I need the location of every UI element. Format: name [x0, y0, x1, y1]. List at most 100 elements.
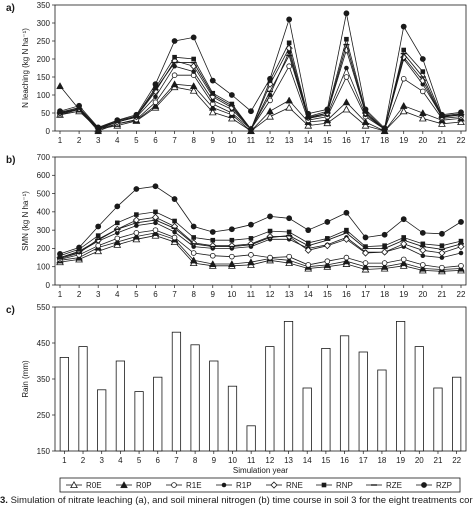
panel-c-x-tick-label: 16: [340, 456, 349, 465]
panel-b-point-r1e: [267, 254, 273, 261]
panel-b-point-rnp: [114, 220, 120, 226]
panel-b-point-r0p: [132, 232, 141, 240]
panel-c-bar-15: [321, 347, 331, 452]
panel-b-point-r1e: [343, 254, 350, 261]
panel-a-x-tick-label: 19: [399, 136, 408, 145]
panel-a-point-rnp: [153, 85, 158, 91]
panel-a-point-rzp: [400, 23, 407, 30]
panel-a-point-r0p: [399, 101, 408, 109]
panel-b-point-rzp: [152, 183, 159, 190]
panel-b-line-r1e: [59, 229, 462, 269]
panel-b-point-rnp: [363, 244, 368, 249]
panel-b-point-rnp: [305, 240, 311, 246]
panel-b-point-rzp: [57, 251, 63, 257]
panel-a-x-tick-label: 7: [172, 136, 177, 145]
panel-b-x-tick-label: 5: [134, 290, 139, 299]
panel-b-point-rne: [457, 243, 465, 251]
legend-box: [59, 477, 461, 493]
panel-c-bar-5: [134, 391, 144, 452]
panel-b-line-r0p: [59, 232, 462, 270]
panel-a-y-tick-label: 350: [37, 1, 51, 10]
panel-a-point-r0e: [342, 105, 351, 113]
panel-b-point-r0p: [228, 260, 236, 268]
panel-a-y-tick-label: 200: [37, 55, 51, 64]
panel-b-point-rnp: [325, 236, 330, 241]
panel-b-point-rzp: [133, 186, 140, 192]
panel-a-point-rnp: [229, 101, 235, 107]
panel-b-point-rnp: [134, 212, 139, 217]
panel-b-x-tick-label: 17: [361, 290, 370, 299]
panel-a-series-rzp: [57, 10, 464, 132]
panel-a-x-tick-label: 14: [304, 136, 313, 145]
panel-c-bar-7: [171, 331, 182, 452]
panel-a-x-tick-label: 2: [77, 136, 82, 145]
panel-c-bar-20: [414, 346, 424, 452]
panel-c-x-tick-label: 9: [212, 456, 217, 465]
panel-c-bar-14: [302, 387, 312, 452]
panel-c-x-axis-title: Simulation year: [233, 466, 288, 475]
panel-b-y-tick-label: 400: [37, 208, 51, 217]
panel-a-point-r1p: [344, 65, 349, 71]
legend-marker-r1p: [221, 482, 227, 488]
panel-c-x-tick-label: 4: [118, 456, 123, 465]
panel-a-x-tick-label: 8: [191, 136, 196, 145]
panel-c-bar-6: [153, 376, 163, 452]
panel-b-point-r1e: [229, 253, 235, 260]
panel-c-bar-10: [227, 385, 238, 452]
panel-a-point-r1p: [172, 63, 177, 69]
panel-a-point-r1p: [191, 69, 196, 74]
panel-a-point-r0e: [361, 121, 370, 129]
panel-a-point-rzp: [286, 16, 293, 23]
panel-b-point-r0p: [189, 256, 198, 264]
panel-b-point-r1e: [133, 230, 140, 236]
panel-a-point-rzp: [267, 75, 273, 82]
panel-b-point-r1e: [171, 234, 178, 241]
panel-a-point-r0p: [170, 80, 179, 88]
panel-a-point-rzp: [228, 92, 235, 98]
panel-c-x-tick-label: 20: [415, 456, 424, 465]
panel-b-x-tick-label: 16: [342, 290, 351, 299]
panel-a-point-rzp: [114, 117, 121, 124]
legend-marker-r0e: [70, 480, 78, 489]
panel-a-point-rnp: [172, 54, 177, 60]
panel-b-point-rnp: [344, 227, 349, 233]
panel-b-point-rzp: [267, 213, 273, 220]
panel-b-point-r0p: [361, 262, 370, 270]
panel-a-point-r1p: [153, 94, 158, 100]
panel-a-point-r0p: [208, 103, 217, 111]
panel-b-point-r1e: [114, 235, 121, 242]
panel-b-point-rzp: [209, 229, 216, 235]
panel-b-x-tick-label: 7: [172, 290, 177, 299]
panel-a-x-tick-label: 22: [457, 136, 466, 145]
panel-a-x-tick-label: 17: [361, 136, 370, 145]
panel-a-x-tick-label: 11: [247, 136, 256, 145]
panel-b-series-rze: [57, 219, 464, 260]
panel-b-point-r1e: [458, 262, 464, 269]
panel-b-point-rzp: [419, 229, 426, 236]
panel-b-line-rnp: [59, 211, 462, 257]
legend-marker-rnp: [321, 482, 327, 488]
panel-c-bar-1: [59, 356, 69, 452]
panel-b-point-rne: [419, 246, 427, 254]
panel-b-point-rnp: [229, 237, 235, 243]
panel-c-bar-16: [339, 335, 350, 452]
panel-b-point-rzp: [286, 215, 293, 222]
legend-label-r0e: R0E: [86, 481, 102, 490]
legend-entry-r1e: R1E: [166, 481, 202, 490]
panel-c-x-tick-label: 19: [396, 456, 405, 465]
panel-b-point-rzp: [171, 196, 178, 202]
panel-b-point-rzp: [362, 234, 369, 241]
panel-b-point-rne: [438, 249, 446, 257]
panel-c-y-tick-label: 150: [37, 447, 51, 456]
panel-b-x-tick-label: 1: [58, 290, 63, 299]
panel-c-bar-8: [190, 344, 200, 452]
panel-a-x-tick-label: 5: [134, 136, 139, 145]
panel-b-point-r1e: [324, 258, 331, 265]
panel-a-point-r0e: [208, 108, 217, 116]
panel-b-point-r1p: [420, 253, 426, 259]
panel-a-x-tick-label: 4: [115, 136, 120, 145]
panel-a-point-rnp: [286, 40, 292, 46]
panel-c-x-tick-label: 21: [434, 456, 443, 465]
panel-c-bar-19: [396, 320, 406, 452]
panel-b-x-tick-label: 2: [77, 290, 82, 299]
